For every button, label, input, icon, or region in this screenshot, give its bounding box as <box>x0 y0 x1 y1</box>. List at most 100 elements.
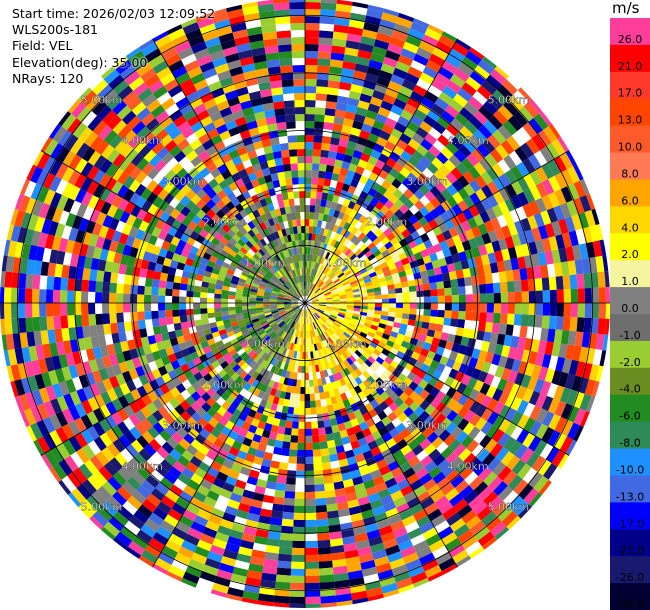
velocity-cell <box>468 237 479 249</box>
velocity-cell <box>204 557 221 570</box>
velocity-cell <box>274 439 284 449</box>
velocity-cell <box>198 335 207 344</box>
velocity-cell <box>339 354 347 362</box>
velocity-cell <box>319 227 325 236</box>
velocity-cell <box>172 296 180 303</box>
velocity-cell <box>528 390 541 406</box>
velocity-cell <box>432 453 446 467</box>
velocity-cell <box>249 297 257 301</box>
velocity-cell <box>533 475 549 493</box>
velocity-cell <box>285 282 291 289</box>
velocity-cell <box>158 41 175 55</box>
velocity-cell <box>208 178 219 189</box>
velocity-cell <box>28 244 38 261</box>
velocity-cell <box>548 276 557 291</box>
velocity-cell <box>547 328 556 343</box>
velocity-cell <box>407 527 423 540</box>
velocity-cell <box>503 334 513 347</box>
velocity-cell <box>174 404 186 416</box>
velocity-cell <box>170 359 181 370</box>
velocity-cell <box>439 355 449 366</box>
velocity-cell <box>130 153 144 167</box>
velocity-cell <box>399 323 408 331</box>
velocity-cell <box>491 163 505 178</box>
velocity-cell <box>395 350 405 359</box>
velocity-cell <box>368 536 383 547</box>
velocity-cell <box>207 287 216 294</box>
velocity-cell <box>477 370 488 383</box>
velocity-cell <box>310 247 314 255</box>
velocity-cell <box>602 255 609 272</box>
velocity-cell <box>494 66 510 80</box>
velocity-cell <box>145 474 160 488</box>
velocity-cell <box>438 257 447 267</box>
velocity-cell <box>289 392 296 401</box>
velocity-cell <box>350 226 359 235</box>
velocity-cell <box>355 197 365 206</box>
velocity-cell <box>443 280 452 289</box>
velocity-cell <box>214 454 226 466</box>
velocity-cell <box>196 386 207 397</box>
velocity-cell <box>292 321 297 329</box>
velocity-cell <box>222 319 231 325</box>
velocity-cell <box>338 312 346 316</box>
velocity-cell <box>448 543 466 558</box>
velocity-cell <box>297 268 301 276</box>
velocity-cell <box>431 436 444 449</box>
velocity-cell <box>427 109 441 122</box>
velocity-cell <box>331 424 340 434</box>
velocity-cell <box>357 280 365 286</box>
velocity-cell <box>178 341 188 351</box>
velocity-cell <box>314 287 320 294</box>
velocity-cell <box>231 352 240 361</box>
velocity-cell <box>332 194 340 204</box>
velocity-cell <box>186 479 200 491</box>
velocity-cell <box>541 315 550 329</box>
velocity-cell <box>342 213 350 222</box>
velocity-cell <box>227 96 241 107</box>
velocity-cell <box>372 475 385 486</box>
velocity-cell <box>542 290 551 303</box>
velocity-cell <box>278 419 287 428</box>
velocity-cell <box>278 330 285 337</box>
velocity-cell <box>316 518 329 527</box>
velocity-cell <box>350 512 363 523</box>
velocity-cell <box>290 386 297 394</box>
velocity-cell <box>277 397 285 406</box>
velocity-cell <box>350 333 358 340</box>
velocity-cell <box>235 303 243 307</box>
velocity-cell <box>95 292 103 303</box>
velocity-cell <box>346 297 354 301</box>
velocity-cell <box>354 453 366 463</box>
velocity-cell <box>463 183 476 197</box>
velocity-cell <box>306 289 309 297</box>
velocity-cell <box>305 589 321 597</box>
velocity-cell <box>253 140 264 150</box>
velocity-cell <box>210 427 222 438</box>
velocity-cell <box>449 74 466 88</box>
velocity-cell <box>406 473 420 485</box>
velocity-cell <box>305 191 311 199</box>
velocity-cell <box>114 452 129 467</box>
velocity-cell <box>97 505 113 522</box>
velocity-cell <box>349 253 357 261</box>
velocity-cell <box>235 162 246 172</box>
velocity-cell <box>194 127 207 139</box>
velocity-cell <box>503 436 517 452</box>
velocity-cell <box>159 477 174 490</box>
velocity-cell <box>311 428 319 436</box>
velocity-cell <box>242 303 250 307</box>
velocity-cell <box>85 348 96 361</box>
velocity-cell <box>259 221 267 231</box>
velocity-cell <box>250 97 263 107</box>
velocity-cell <box>361 328 369 335</box>
velocity-cell <box>277 426 286 435</box>
velocity-cell <box>302 309 304 317</box>
velocity-cell <box>323 289 330 294</box>
velocity-cell <box>95 235 106 249</box>
velocity-cell <box>479 434 492 449</box>
velocity-cell <box>365 334 374 342</box>
velocity-cell <box>320 341 325 349</box>
velocity-cell <box>265 445 275 454</box>
velocity-cell <box>58 380 70 396</box>
